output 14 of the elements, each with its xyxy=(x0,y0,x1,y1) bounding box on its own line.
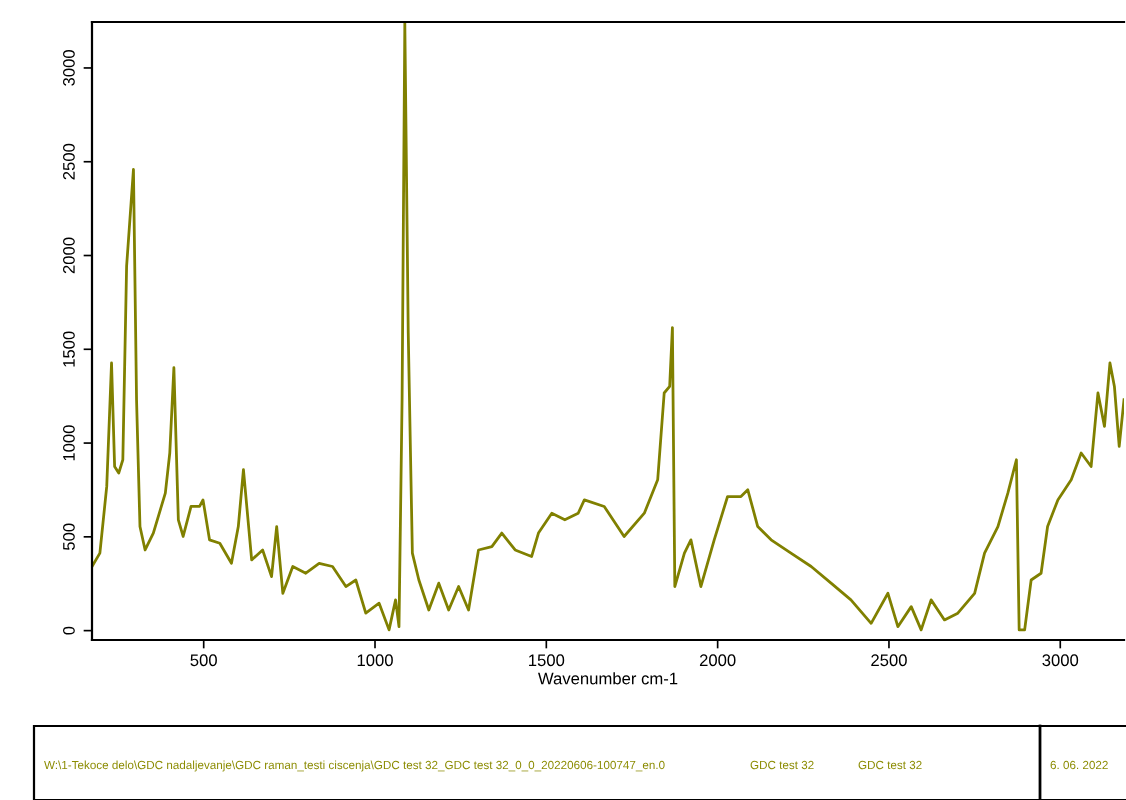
y-tick-label: 1000 xyxy=(63,425,75,461)
x-tick-label: 2500 xyxy=(871,654,907,667)
y-tick-label: 2500 xyxy=(63,143,75,180)
y-tick-label: 3000 xyxy=(63,50,75,86)
y-tick-label: 2000 xyxy=(63,237,75,274)
x-tick-label: 500 xyxy=(190,654,217,667)
x-tick-label: 3000 xyxy=(1042,654,1079,667)
x-tick-label: 1000 xyxy=(357,654,393,667)
x-tick-label: 1500 xyxy=(529,654,565,667)
x-tick-label: 2000 xyxy=(699,654,736,667)
y-tick-label: 500 xyxy=(63,523,75,551)
x-axis-title: Wavenumber cm-1 xyxy=(538,672,678,685)
y-tick-label: 0 xyxy=(63,626,75,635)
y-tick-label: 1500 xyxy=(63,331,75,367)
